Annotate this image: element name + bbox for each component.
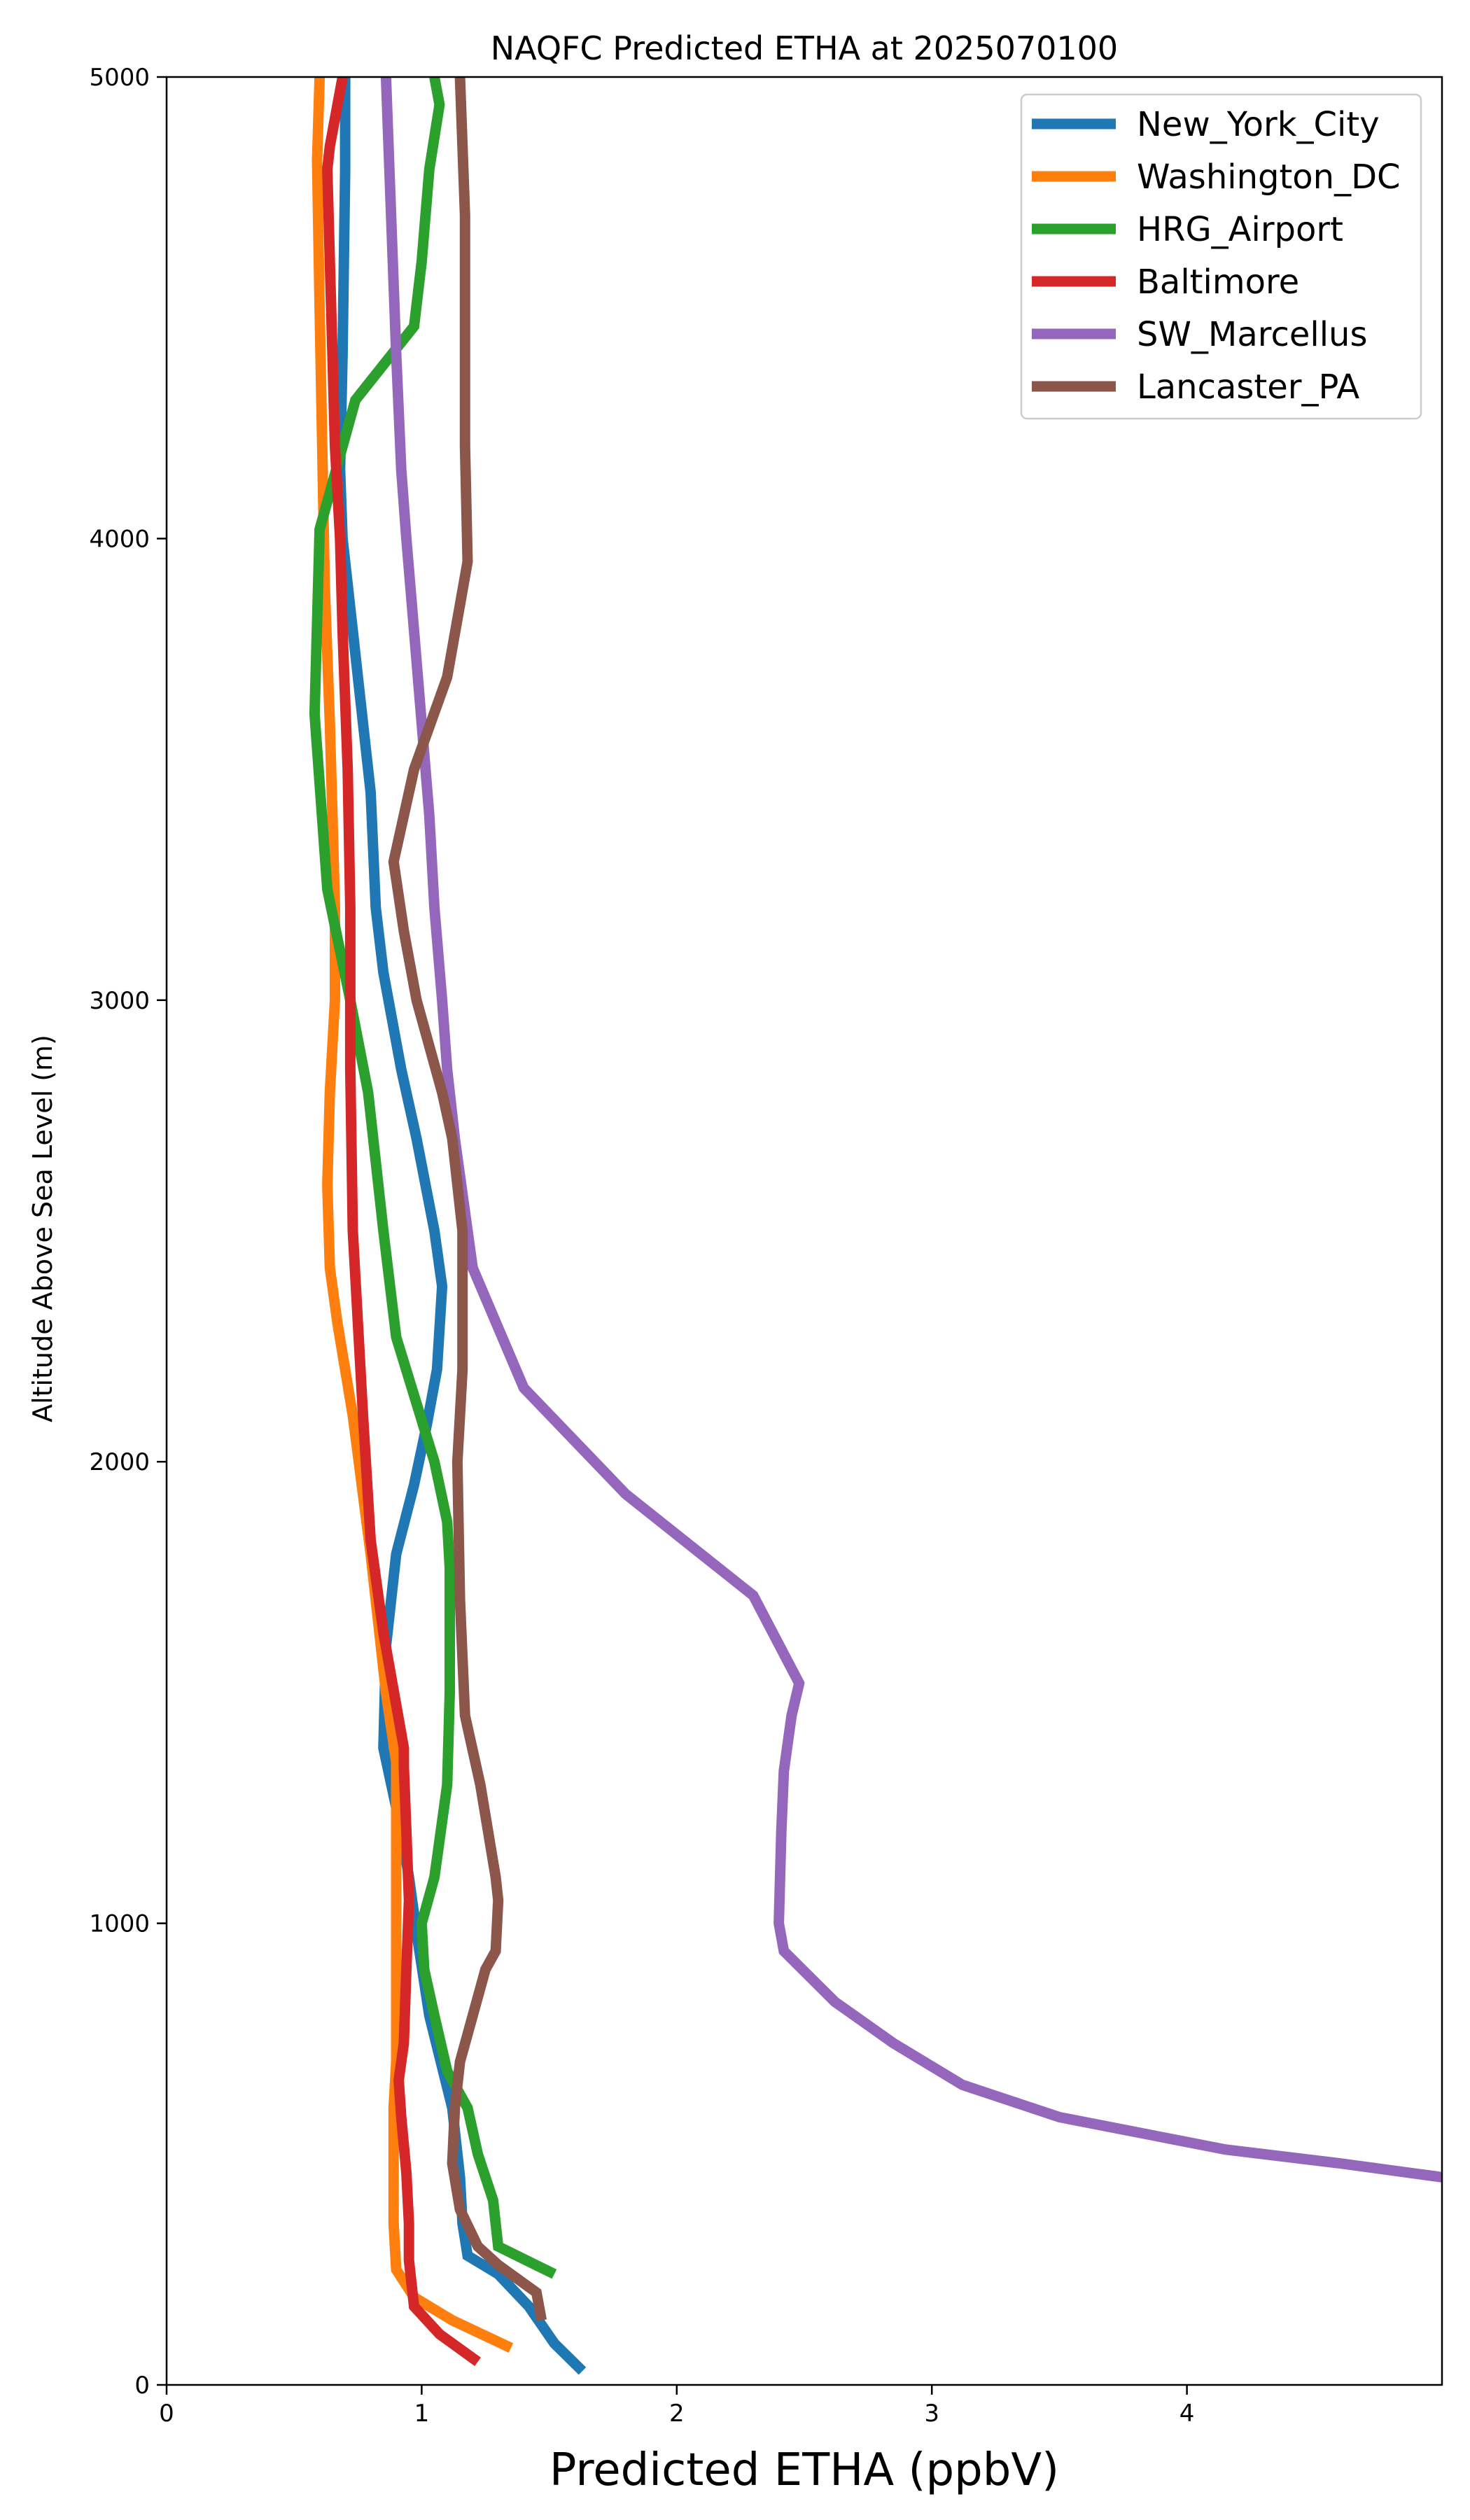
x-tick-label: 2 xyxy=(669,2400,685,2428)
legend-label-hrg-airport: HRG_Airport xyxy=(1137,210,1343,249)
series-line-sw-marcellus xyxy=(380,77,1442,2183)
series-layer xyxy=(309,77,1442,2375)
legend-label-sw-marcellus: SW_Marcellus xyxy=(1137,315,1367,354)
y-tick-label: 1000 xyxy=(89,1910,150,1938)
legend-label-new-york-city: New_York_City xyxy=(1137,105,1380,144)
x-tick-label: 4 xyxy=(1180,2400,1195,2428)
legend: New_York_City Washington_DC HRG_Airport Bal… xyxy=(1020,93,1422,420)
y-tick-label: 3000 xyxy=(89,987,150,1015)
x-tick-label: 3 xyxy=(924,2400,939,2428)
y-axis-label: Altitude Above Sea Level (m) xyxy=(27,1035,58,1422)
x-tick-label: 1 xyxy=(414,2400,430,2428)
plot-frame xyxy=(165,76,1443,2386)
x-axis-label: Predicted ETHA (ppbV) xyxy=(550,2444,1059,2496)
ticks-layer: 0 1 2 3 4 0 1000 2000 3000 4000 5000 xyxy=(89,64,1194,2428)
x-tick-label: 0 xyxy=(159,2400,174,2428)
series-line-baltimore xyxy=(322,77,481,2367)
y-tick-label: 2000 xyxy=(89,1448,150,1476)
legend-box xyxy=(1020,93,1422,420)
legend-label-lancaster-pa: Lancaster_PA xyxy=(1137,368,1359,407)
chart-title: NAQFC Predicted ETHA at 2025070100 xyxy=(491,29,1118,67)
y-tick-label: 0 xyxy=(134,2372,150,2400)
legend-label-baltimore: Baltimore xyxy=(1137,262,1299,302)
series-line-washington-dc xyxy=(312,77,514,2353)
legend-label-washington-dc: Washington_DC xyxy=(1137,158,1401,197)
y-tick-label: 5000 xyxy=(89,64,150,92)
series-line-lancaster-pa xyxy=(388,77,547,2322)
y-tick-label: 4000 xyxy=(89,525,150,553)
